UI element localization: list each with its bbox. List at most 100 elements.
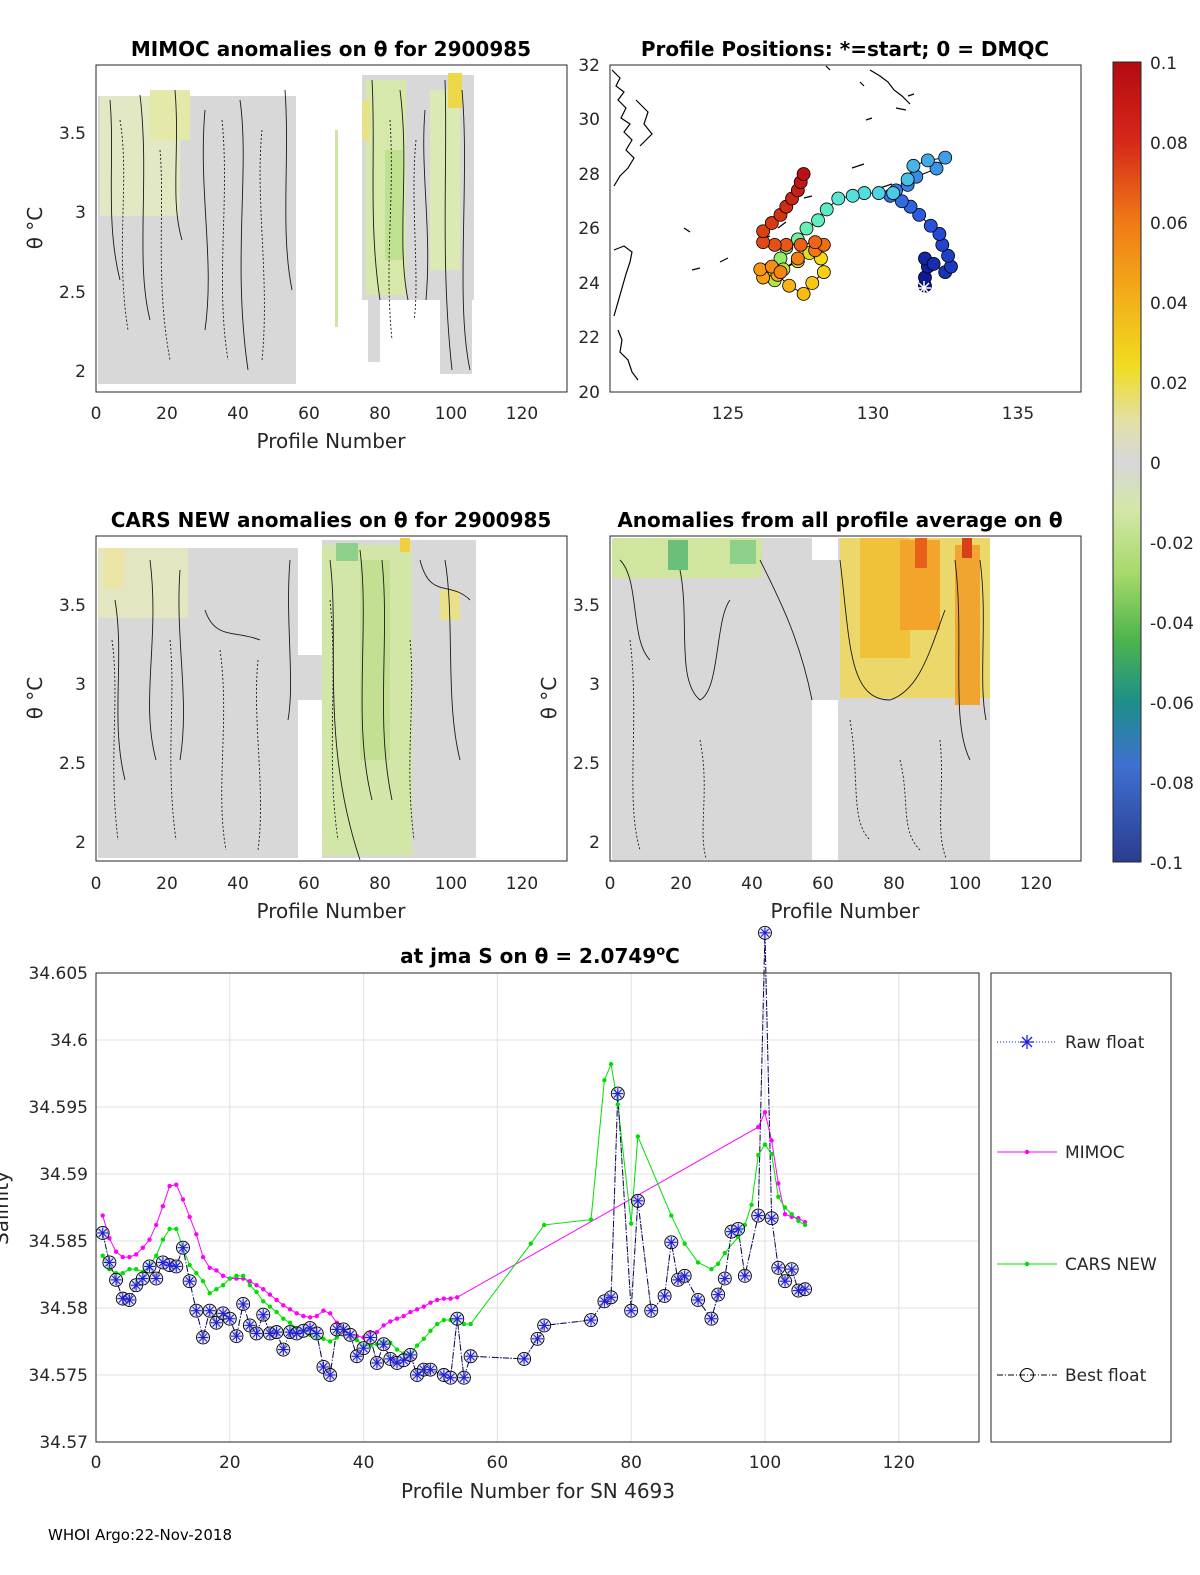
x-tick: 80 [883,874,905,894]
cars-new-point [669,1213,674,1218]
profile-position-point [779,237,794,252]
y-tick: 3 [75,675,86,695]
x-tick: 120 [506,404,538,424]
colorbar-tick: -0.04 [1150,614,1194,634]
average-anomaly-panel: 0 20 40 60 80 100 120 2 2.5 3 3.5 Anomal… [537,508,1082,923]
footer-credit: WHOI Argo:22-Nov-2018 [48,1526,232,1544]
x-tick: 40 [227,874,249,894]
mimoc-point [374,1329,380,1335]
y-tick: 34.58 [39,1299,88,1319]
mimoc-point [140,1245,146,1250]
profile-position-point [790,251,805,266]
raw-float-point [705,1313,717,1325]
y-ticks: 2 2.5 3 3.5 [573,596,600,853]
colorbar-tick: 0.06 [1150,214,1188,234]
profile-position-point [920,153,935,168]
y-ticks: 2 2.5 3 3.5 [59,124,86,382]
profile-position-point [808,235,823,250]
mimoc-point [154,1222,159,1228]
raw-float-point [123,1294,135,1306]
raw-float-point [317,1361,329,1373]
profile-position-point [753,262,768,277]
mimoc-point [194,1232,199,1237]
mimoc-point [327,1311,333,1316]
y-tick: 3.5 [59,124,86,144]
raw-float-point [364,1331,376,1343]
cars-new-point [174,1226,179,1232]
mimoc-point [147,1237,152,1242]
x-tick: 120 [883,1453,915,1473]
profile-position-point [796,286,811,301]
raw-float-point [110,1274,122,1286]
x-tick: 0 [91,874,102,894]
legend-label: Raw float [1065,1033,1145,1053]
cars-new-point [414,1343,420,1348]
mimoc-point [381,1323,386,1328]
y-tick: 2 [75,833,86,853]
cars-new-point [247,1283,253,1288]
y-tick: 34.57 [39,1433,88,1453]
x-tick: 125 [712,404,744,424]
cars-new-point [240,1273,246,1279]
raw-float-point [184,1275,196,1287]
mimoc-point [247,1279,253,1284]
colorbar-tick: 0 [1150,454,1161,474]
circle-marker-icon [1020,1368,1034,1382]
raw-float-point [679,1270,691,1282]
mimoc-point [274,1297,279,1303]
cars-new-point [274,1309,279,1315]
mimoc-point [782,1212,788,1217]
y-axis-label: Salinity [0,1171,13,1245]
x-tick: 100 [435,404,467,424]
cars-new-point [628,1221,634,1226]
profile-position-point [941,248,955,263]
mimoc-point [314,1313,319,1319]
x-ticks: 125 130 135 [712,404,1034,424]
x-tick: 100 [949,874,981,894]
raw-float-point [217,1307,229,1319]
x-tick: 60 [298,874,320,894]
x-axis-label: Profile Number [771,899,921,923]
legend-label: MIMOC [1065,1143,1125,1163]
mimoc-point [180,1197,186,1202]
y-axis-label: θ °C [23,677,47,720]
profile-position-point [845,188,860,203]
title-unit: C [665,944,680,968]
raw-float-point [465,1350,477,1362]
raw-float-point [732,1223,744,1235]
mimoc-point [394,1316,400,1321]
y-tick: 30 [578,110,600,130]
raw-float-point [418,1364,430,1376]
x-tick: 60 [487,1453,509,1473]
colorbar-tick: 0.04 [1150,294,1188,314]
raw-float-point [458,1372,470,1384]
mimoc-point [160,1203,166,1209]
x-tick: 100 [749,1453,781,1473]
y-tick: 34.575 [29,1366,88,1386]
mimoc-point [408,1309,413,1315]
cars-new-point [715,1261,721,1266]
raw-float-point [598,1295,610,1307]
raw-float-point [672,1274,684,1286]
y-tick: 3 [589,675,600,695]
raw-float-point [244,1319,256,1331]
mimoc-point [428,1300,433,1305]
mimoc-point [200,1254,206,1260]
mimoc-point [281,1303,286,1308]
colorbar-tick: -0.06 [1150,694,1194,714]
raw-float-point [331,1323,343,1335]
profile-position-point [819,202,834,217]
mimoc-point [756,1124,761,1130]
asterisk-marker-icon [1020,1035,1034,1049]
profile-position-point [816,265,831,280]
raw-float-point [224,1313,236,1325]
raw-float-point [264,1327,276,1339]
profile-position-point [926,257,941,271]
profile-position-point [796,167,811,181]
cars-new-point [160,1237,166,1242]
raw-float-point [97,1227,109,1239]
y-tick: 3.5 [59,596,86,616]
raw-float-point [739,1270,751,1282]
y-tick: 3.5 [573,596,600,616]
title-main: at jma S on θ = 2.0749 [400,944,656,968]
